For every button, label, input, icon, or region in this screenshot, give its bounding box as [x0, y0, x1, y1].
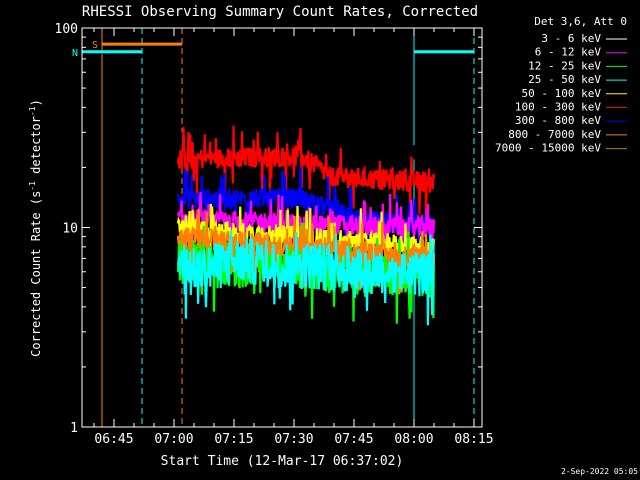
- legend-label-2: 12 - 25 keV: [528, 59, 601, 72]
- y-tick-label-1: 10: [62, 222, 78, 237]
- x-tick-label-3: 07:30: [274, 432, 313, 447]
- series-trace-1: [176, 125, 436, 220]
- legend-label-6: 300 - 800 keV: [515, 114, 601, 127]
- x-tick-label-2: 07:15: [214, 432, 253, 447]
- series-trace-0: [176, 108, 436, 186]
- x-tick-label-0: 06:45: [94, 432, 133, 447]
- x-axis-label: Start Time (12-Mar-17 06:37:02): [161, 454, 404, 469]
- legend-label-0: 3 - 6 keV: [541, 32, 601, 45]
- footer-date: 2-Sep-2022 05:05: [561, 467, 638, 476]
- x-tick-label-4: 07:45: [334, 432, 373, 447]
- y-tick-label-0: 1: [70, 421, 78, 436]
- x-tick-label-1: 07:00: [154, 432, 193, 447]
- legend-label-1: 6 - 12 keV: [535, 46, 602, 59]
- x-tick-label-6: 08:15: [454, 432, 493, 447]
- legend-label-3: 25 - 50 keV: [528, 73, 601, 86]
- y-tick-label-2: 100: [55, 22, 78, 37]
- flag-label-0: S: [92, 40, 98, 51]
- legend-label-7: 800 - 7000 keV: [508, 128, 601, 141]
- legend-label-4: 50 - 100 keV: [522, 87, 602, 100]
- legend-header: Det 3,6, Att 0: [534, 15, 627, 28]
- x-tick-label-5: 08:00: [394, 432, 433, 447]
- y-axis-label: Corrected Count Rate (s-1 detector-1): [28, 99, 43, 357]
- chart-title: RHESSI Observing Summary Count Rates, Co…: [82, 4, 478, 20]
- legend-label-8: 7000 - 15000 keV: [495, 142, 601, 155]
- legend-label-5: 100 - 300 keV: [515, 101, 601, 114]
- flag-label-1: N: [72, 48, 78, 59]
- series-trace-7: [176, 230, 436, 326]
